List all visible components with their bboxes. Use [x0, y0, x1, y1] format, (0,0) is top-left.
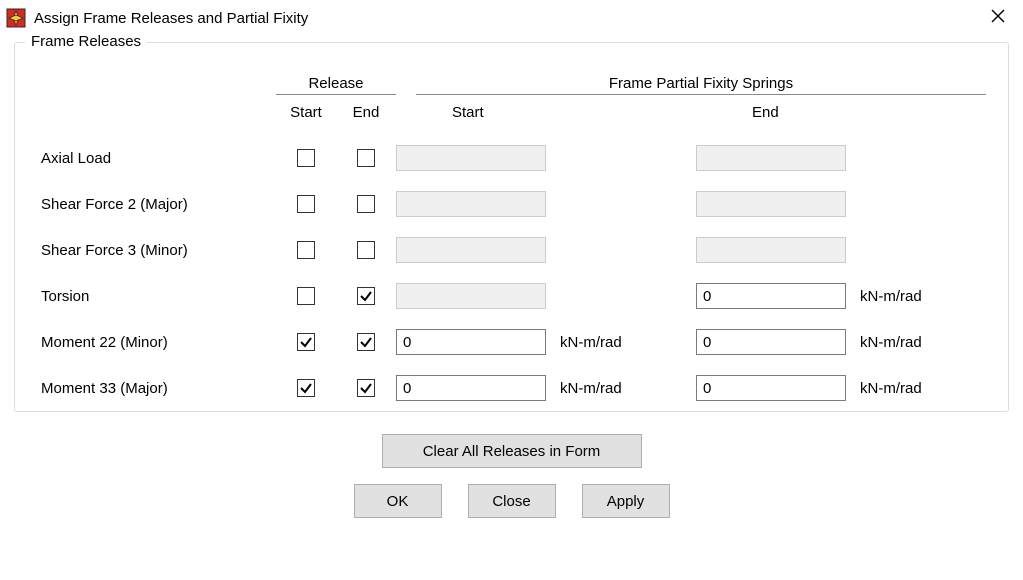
release-end-checkbox[interactable] — [357, 195, 375, 213]
ok-button[interactable]: OK — [354, 484, 442, 518]
spring-start-input[interactable] — [396, 375, 546, 401]
spring-start-input[interactable] — [396, 237, 546, 263]
apply-button[interactable]: Apply — [582, 484, 670, 518]
release-start-checkbox[interactable] — [297, 149, 315, 167]
title-bar: Assign Frame Releases and Partial Fixity — [0, 0, 1023, 36]
table-row: Moment 22 (Minor) kN-m/rad kN-m/rad — [33, 319, 990, 365]
spring-start-input[interactable] — [396, 145, 546, 171]
release-end-checkbox[interactable] — [357, 333, 375, 351]
row-label: Shear Force 2 (Major) — [33, 196, 276, 213]
release-start-checkbox[interactable] — [297, 195, 315, 213]
spring-end-input[interactable] — [696, 283, 846, 309]
close-icon — [991, 9, 1005, 27]
unit-label: kN-m/rad — [560, 380, 622, 397]
unit-label: kN-m/rad — [860, 288, 922, 305]
header-row-1: Release Frame Partial Fixity Springs — [33, 73, 990, 95]
row-label: Axial Load — [33, 150, 276, 167]
release-start-checkbox[interactable] — [297, 333, 315, 351]
table-row: Shear Force 3 (Minor) kN-m/rad kN-m/rad — [33, 227, 990, 273]
frame-releases-group: Frame Releases Release Frame Partial Fix… — [14, 42, 1009, 412]
window-title: Assign Frame Releases and Partial Fixity — [34, 10, 308, 27]
release-start-checkbox[interactable] — [297, 241, 315, 259]
release-start-checkbox[interactable] — [297, 287, 315, 305]
table-row: Axial Load kN-m/rad kN-m/rad — [33, 135, 990, 181]
app-icon — [6, 8, 26, 28]
clear-all-button[interactable]: Clear All Releases in Form — [382, 434, 642, 468]
window-close-button[interactable] — [975, 0, 1021, 36]
release-end-checkbox[interactable] — [357, 379, 375, 397]
table-row: Torsion kN-m/rad kN-m/rad — [33, 273, 990, 319]
spring-start-header: Start — [396, 104, 696, 121]
header-row-2: Start End Start End — [33, 99, 990, 125]
spring-end-input[interactable] — [696, 375, 846, 401]
spring-end-input[interactable] — [696, 145, 846, 171]
release-end-header: End — [336, 104, 396, 121]
close-button[interactable]: Close — [468, 484, 556, 518]
row-label: Moment 33 (Major) — [33, 380, 276, 397]
group-title: Frame Releases — [25, 33, 147, 50]
row-label: Moment 22 (Minor) — [33, 334, 276, 351]
table-row: Shear Force 2 (Major) kN-m/rad kN-m/rad — [33, 181, 990, 227]
button-row-2: OK Close Apply — [0, 484, 1023, 518]
spring-end-input[interactable] — [696, 237, 846, 263]
spring-end-input[interactable] — [696, 329, 846, 355]
release-end-checkbox[interactable] — [357, 149, 375, 167]
spring-start-input[interactable] — [396, 191, 546, 217]
release-end-checkbox[interactable] — [357, 241, 375, 259]
release-start-header: Start — [276, 104, 336, 121]
unit-label: kN-m/rad — [560, 334, 622, 351]
unit-label: kN-m/rad — [860, 334, 922, 351]
release-start-checkbox[interactable] — [297, 379, 315, 397]
unit-label: kN-m/rad — [860, 380, 922, 397]
spring-start-input[interactable] — [396, 329, 546, 355]
row-label: Torsion — [33, 288, 276, 305]
springs-header: Frame Partial Fixity Springs — [416, 75, 986, 95]
release-header: Release — [276, 75, 396, 95]
spring-start-input[interactable] — [396, 283, 546, 309]
spring-end-header: End — [696, 104, 996, 121]
release-end-checkbox[interactable] — [357, 287, 375, 305]
spring-end-input[interactable] — [696, 191, 846, 217]
table-row: Moment 33 (Major) kN-m/rad kN-m/rad — [33, 365, 990, 411]
button-row-1: Clear All Releases in Form — [0, 434, 1023, 468]
row-label: Shear Force 3 (Minor) — [33, 242, 276, 259]
